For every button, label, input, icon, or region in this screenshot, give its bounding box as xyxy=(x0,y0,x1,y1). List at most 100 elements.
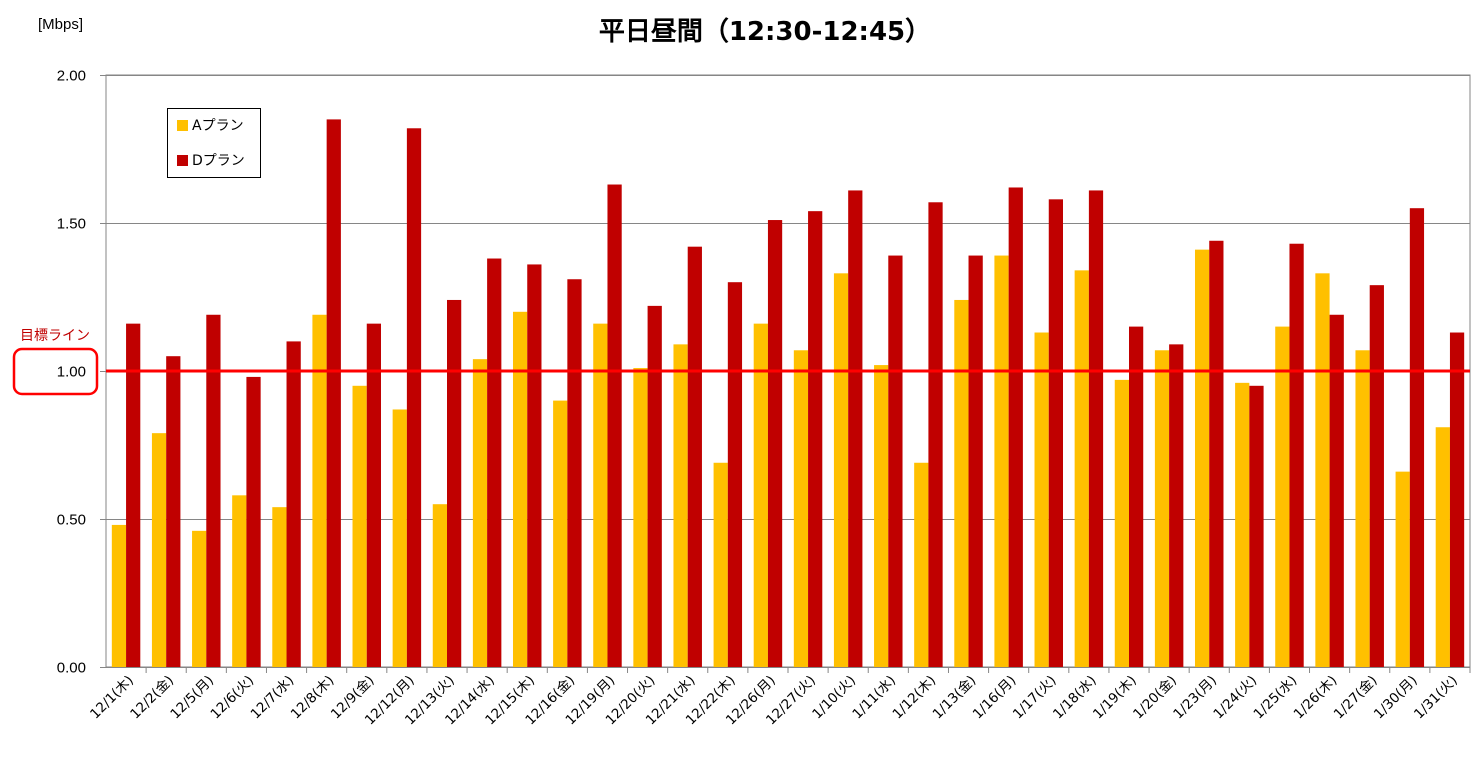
bar-a-plan xyxy=(833,273,849,667)
bar-a-plan xyxy=(352,385,367,667)
bar-d-plan xyxy=(848,190,863,667)
bar-a-plan xyxy=(1154,350,1170,667)
bar-a-plan xyxy=(1275,326,1290,667)
bar-a-plan xyxy=(432,504,447,667)
bar-d-plan xyxy=(808,211,823,667)
bar-a-plan xyxy=(874,365,889,667)
y-tick-label: 0.00 xyxy=(57,660,86,677)
x-category-label: 1/24(火) xyxy=(1210,673,1260,723)
bar-a-plan xyxy=(793,350,809,667)
y-axis-ticks: 0.00 0.50 1.00 1.50 2.00 xyxy=(57,68,106,677)
bar-d-plan xyxy=(406,128,422,667)
bar-d-plan xyxy=(1008,187,1023,668)
x-category-label: 12/8(木) xyxy=(288,673,338,723)
bar-d-plan xyxy=(968,255,983,667)
bar-a-plan xyxy=(1074,270,1089,667)
bar-d-plan xyxy=(447,299,462,667)
legend-label: Dプラン xyxy=(192,153,245,169)
bar-a-plan xyxy=(713,462,728,667)
bar-d-plan xyxy=(1249,385,1264,667)
x-category-label: 1/13(金) xyxy=(930,673,980,723)
bar-a-plan xyxy=(633,368,648,667)
y-tick-label: 2.00 xyxy=(57,68,86,85)
x-category-label: 1/18(水) xyxy=(1050,673,1100,723)
bar-a-plan xyxy=(1194,249,1210,667)
bar-d-plan xyxy=(767,220,783,668)
legend: Aプラン Dプラン xyxy=(167,108,261,178)
x-category-label: 12/5(月) xyxy=(167,673,217,723)
bar-a-plan xyxy=(1315,273,1330,667)
bar-a-plan xyxy=(593,323,608,667)
x-category-label: 1/17(火) xyxy=(1010,673,1060,723)
bar-d-plan xyxy=(1169,344,1184,667)
bar-d-plan xyxy=(126,323,141,667)
x-category-label: 1/31(火) xyxy=(1411,673,1461,723)
bar-a-plan xyxy=(1355,350,1370,667)
bar-d-plan xyxy=(286,341,301,667)
bar-a-plan xyxy=(1114,379,1129,667)
legend-swatch xyxy=(177,120,188,131)
bar-d-plan xyxy=(1329,314,1344,667)
bar-d-plan xyxy=(487,258,502,667)
bar-d-plan xyxy=(1449,332,1465,667)
x-category-label: 1/27(金) xyxy=(1331,673,1381,723)
bar-a-plan xyxy=(192,530,207,667)
bar-a-plan xyxy=(392,409,407,667)
bar-d-plan xyxy=(607,184,622,667)
bar-a-plan xyxy=(232,495,247,667)
bar-d-plan xyxy=(246,376,261,667)
x-category-label: 1/26(木) xyxy=(1291,673,1341,723)
chart-title: 平日昼間（12:30-12:45） xyxy=(599,17,931,47)
x-category-label: 1/30(月) xyxy=(1371,673,1421,723)
bar-d-plan xyxy=(1088,190,1104,667)
x-axis-labels: 12/1(木)12/2(金)12/5(月)12/6(火)12/7(水)12/8(… xyxy=(87,667,1471,728)
x-category-label: 1/25(水) xyxy=(1251,673,1301,723)
bar-d-plan xyxy=(1048,199,1063,667)
bar-d-plan xyxy=(1409,208,1425,667)
x-category-label: 1/10(火) xyxy=(809,673,859,723)
bar-d-plan xyxy=(928,202,943,667)
legend-label: Aプラン xyxy=(192,118,244,134)
y-tick-label: 1.50 xyxy=(57,216,86,233)
y-axis-unit-label: [Mbps] xyxy=(38,16,83,33)
bar-d-plan xyxy=(166,356,181,667)
target-value-highlight-box xyxy=(12,347,99,396)
bar-d-plan xyxy=(727,282,743,667)
y-tick-label: 0.50 xyxy=(57,512,86,529)
y-tick-label: 1.00 xyxy=(57,364,86,381)
bar-d-plan xyxy=(1129,326,1144,667)
bar-a-plan xyxy=(1395,471,1410,667)
bar-a-plan xyxy=(914,462,929,667)
x-category-label: 12/7(水) xyxy=(248,673,298,723)
bar-d-plan xyxy=(1209,240,1224,667)
bar-a-plan xyxy=(151,433,167,667)
x-category-label: 12/1(木) xyxy=(87,673,137,723)
x-category-label: 1/11(水) xyxy=(849,673,899,723)
bar-a-plan xyxy=(1435,427,1450,667)
x-category-label: 1/20(金) xyxy=(1130,673,1180,723)
bar-d-plan xyxy=(1369,285,1384,667)
bar-d-plan xyxy=(1289,243,1304,667)
x-category-label: 1/12(木) xyxy=(889,673,939,723)
bar-a-plan xyxy=(994,255,1009,667)
legend-swatch xyxy=(177,155,188,166)
target-line-group: 目標ライン xyxy=(12,328,1470,396)
bars-group xyxy=(111,119,1465,668)
bar-a-plan xyxy=(954,299,969,667)
bar-d-plan xyxy=(326,119,341,667)
bar-d-plan xyxy=(647,305,662,667)
bar-a-plan xyxy=(111,524,127,667)
bar-a-plan xyxy=(673,344,688,667)
bar-a-plan xyxy=(1235,382,1250,667)
bar-a-plan xyxy=(312,314,327,667)
bar-a-plan xyxy=(272,507,287,667)
bar-a-plan xyxy=(512,311,528,667)
x-category-label: 1/16(月) xyxy=(970,673,1020,723)
bar-d-plan xyxy=(527,264,542,667)
bar-a-plan xyxy=(553,400,568,667)
bar-d-plan xyxy=(888,255,903,667)
bar-a-plan xyxy=(472,359,488,667)
bar-a-plan xyxy=(1034,332,1049,667)
x-category-label: 1/23(月) xyxy=(1170,673,1220,723)
